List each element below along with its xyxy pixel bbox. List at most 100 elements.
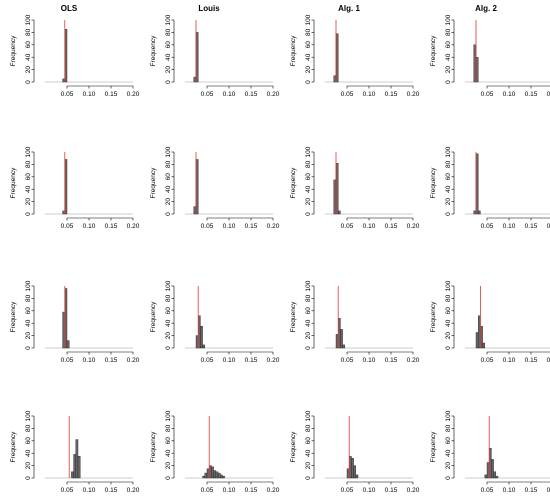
histogram-bar bbox=[491, 459, 494, 479]
y-tick-label: 40 bbox=[305, 319, 312, 327]
y-tick-label: 0 bbox=[25, 346, 32, 350]
histogram-bar bbox=[493, 471, 497, 479]
histogram-bar bbox=[495, 475, 499, 479]
x-tick-label: 0.20 bbox=[407, 223, 420, 230]
x-tick-label: 0.20 bbox=[547, 91, 550, 98]
x-tick-label: 0.20 bbox=[267, 223, 280, 230]
y-tick-label: 60 bbox=[445, 173, 452, 181]
y-axis-label: Frequency bbox=[290, 167, 297, 198]
histogram-bar bbox=[219, 474, 223, 479]
x-tick-label: 0.15 bbox=[385, 223, 398, 230]
y-tick-label: 0 bbox=[445, 212, 452, 216]
y-tick-label: 60 bbox=[25, 41, 32, 49]
y-axis-label: Frequency bbox=[290, 35, 297, 66]
x-tick-label: 0.05 bbox=[481, 357, 494, 364]
x-tick-label: 0.15 bbox=[105, 91, 118, 98]
histogram-bar bbox=[475, 332, 479, 349]
y-tick-label: 80 bbox=[445, 28, 452, 36]
x-tick-label: 0.20 bbox=[407, 91, 420, 98]
y-axis-label: Frequency bbox=[10, 35, 17, 66]
panel-row2-OLS: Frequency 0 20 40 60 80 100 0.05 0.10 0.15 0.20 bbox=[10, 146, 140, 230]
x-tick-label: 0.05 bbox=[201, 487, 214, 494]
y-tick-label: 80 bbox=[165, 28, 172, 36]
x-tick-label: 0.20 bbox=[127, 487, 140, 494]
y-tick-label: 60 bbox=[165, 173, 172, 181]
panel-row4-Alg2: Frequency 0 20 40 60 80 100 0.05 0.10 0.15 0.20 bbox=[430, 410, 550, 494]
histogram-bar bbox=[202, 344, 206, 349]
y-tick-label: 0 bbox=[165, 80, 172, 84]
column-title-louis: Louis bbox=[198, 4, 220, 13]
y-tick-label: 20 bbox=[25, 332, 32, 340]
y-tick-label: 0 bbox=[305, 80, 312, 84]
x-tick-label: 0.05 bbox=[201, 357, 214, 364]
y-tick-label: 20 bbox=[305, 332, 312, 340]
histogram-bar bbox=[482, 342, 486, 349]
x-tick-label: 0.05 bbox=[341, 487, 354, 494]
x-tick-label: 0.10 bbox=[223, 223, 236, 230]
histogram-bar bbox=[215, 471, 219, 479]
panels: Frequency 0 20 40 60 80 100 0.05 0.10 0.15 0.20 Fre… bbox=[10, 14, 550, 494]
y-tick-label: 100 bbox=[165, 410, 172, 421]
y-tick-label: 80 bbox=[25, 294, 32, 302]
y-tick-label: 20 bbox=[445, 66, 452, 74]
histogram-bar bbox=[340, 329, 343, 349]
x-tick-label: 0.20 bbox=[127, 91, 140, 98]
histogram-bar bbox=[217, 472, 221, 479]
histogram-bar bbox=[204, 472, 208, 479]
y-tick-label: 60 bbox=[445, 41, 452, 49]
y-tick-label: 0 bbox=[165, 346, 172, 350]
y-tick-label: 80 bbox=[25, 424, 32, 432]
y-axis-label: Frequency bbox=[150, 301, 157, 332]
y-tick-label: 80 bbox=[445, 160, 452, 168]
y-tick-label: 20 bbox=[305, 462, 312, 470]
y-tick-label: 20 bbox=[445, 462, 452, 470]
x-tick-label: 0.15 bbox=[245, 91, 258, 98]
y-axis-label: Frequency bbox=[290, 301, 297, 332]
x-tick-label: 0.10 bbox=[363, 91, 376, 98]
y-tick-label: 80 bbox=[445, 424, 452, 432]
y-tick-label: 80 bbox=[305, 160, 312, 168]
y-tick-label: 100 bbox=[165, 146, 172, 157]
x-tick-label: 0.10 bbox=[223, 487, 236, 494]
x-tick-label: 0.20 bbox=[127, 223, 140, 230]
y-tick-label: 0 bbox=[305, 212, 312, 216]
y-tick-label: 100 bbox=[165, 14, 172, 25]
y-axis-label: Frequency bbox=[10, 167, 17, 198]
y-tick-label: 100 bbox=[305, 14, 312, 25]
y-tick-label: 0 bbox=[445, 346, 452, 350]
y-tick-label: 20 bbox=[25, 198, 32, 206]
y-tick-label: 100 bbox=[25, 280, 32, 291]
y-tick-label: 40 bbox=[445, 449, 452, 457]
y-tick-label: 40 bbox=[165, 53, 172, 61]
x-tick-label: 0.15 bbox=[245, 487, 258, 494]
x-tick-label: 0.20 bbox=[267, 357, 280, 364]
x-tick-label: 0.05 bbox=[481, 487, 494, 494]
x-tick-label: 0.05 bbox=[61, 223, 74, 230]
y-tick-label: 40 bbox=[305, 185, 312, 193]
y-axis-label: Frequency bbox=[150, 431, 157, 462]
x-tick-label: 0.10 bbox=[363, 357, 376, 364]
panel-row2-Alg1: Frequency 0 20 40 60 80 100 0.05 0.10 0.15 0.20 bbox=[290, 146, 420, 230]
x-tick-label: 0.05 bbox=[61, 357, 74, 364]
y-tick-label: 20 bbox=[445, 332, 452, 340]
x-tick-label: 0.05 bbox=[341, 223, 354, 230]
y-tick-label: 60 bbox=[25, 437, 32, 445]
x-tick-label: 0.15 bbox=[525, 91, 538, 98]
y-tick-label: 60 bbox=[165, 307, 172, 315]
y-tick-label: 60 bbox=[445, 437, 452, 445]
x-tick-label: 0.10 bbox=[83, 223, 96, 230]
x-tick-label: 0.10 bbox=[83, 357, 96, 364]
y-tick-label: 40 bbox=[305, 449, 312, 457]
histogram-bar bbox=[202, 475, 206, 479]
x-tick-label: 0.15 bbox=[245, 223, 258, 230]
y-tick-label: 100 bbox=[305, 410, 312, 421]
y-tick-label: 40 bbox=[165, 185, 172, 193]
x-tick-label: 0.20 bbox=[547, 223, 550, 230]
x-tick-label: 0.05 bbox=[201, 223, 214, 230]
y-tick-label: 40 bbox=[25, 185, 32, 193]
y-tick-label: 80 bbox=[305, 28, 312, 36]
y-tick-label: 40 bbox=[165, 319, 172, 327]
y-tick-label: 60 bbox=[25, 173, 32, 181]
panel-row1-Alg1: Frequency 0 20 40 60 80 100 0.05 0.10 0.15 0.20 bbox=[290, 14, 420, 98]
x-tick-label: 0.20 bbox=[267, 91, 280, 98]
